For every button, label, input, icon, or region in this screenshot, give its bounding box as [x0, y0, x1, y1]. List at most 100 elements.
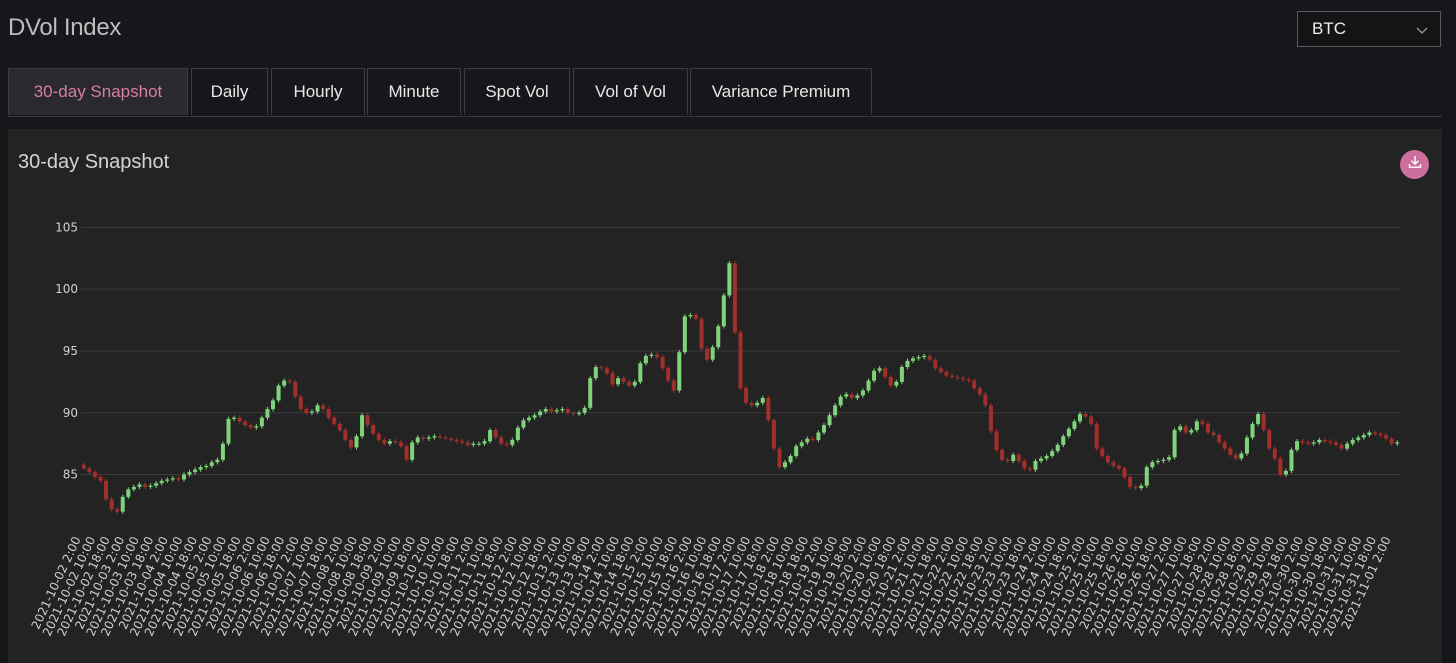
- candle[interactable]: [109, 499, 114, 510]
- candle[interactable]: [810, 438, 815, 440]
- candle[interactable]: [821, 425, 826, 433]
- candle[interactable]: [1378, 433, 1383, 436]
- candle[interactable]: [437, 436, 442, 438]
- candle[interactable]: [521, 420, 526, 428]
- candle[interactable]: [1172, 430, 1177, 458]
- candle[interactable]: [693, 315, 698, 319]
- candle[interactable]: [248, 425, 253, 428]
- candle[interactable]: [92, 472, 97, 478]
- candle[interactable]: [354, 436, 359, 448]
- candle[interactable]: [1050, 451, 1055, 457]
- candle[interactable]: [148, 485, 153, 487]
- candle[interactable]: [393, 441, 398, 443]
- candle[interactable]: [1133, 486, 1138, 489]
- candle[interactable]: [816, 432, 821, 440]
- candle[interactable]: [1183, 426, 1188, 433]
- candle[interactable]: [849, 394, 854, 398]
- candle[interactable]: [515, 427, 520, 440]
- candle[interactable]: [543, 409, 548, 412]
- candle[interactable]: [527, 417, 532, 421]
- candle[interactable]: [1261, 413, 1266, 431]
- candle[interactable]: [1011, 454, 1016, 461]
- candle[interactable]: [927, 355, 932, 360]
- candle[interactable]: [905, 360, 910, 368]
- candle[interactable]: [365, 415, 370, 426]
- candle[interactable]: [332, 417, 337, 424]
- candle[interactable]: [1150, 462, 1155, 468]
- candle[interactable]: [983, 394, 988, 406]
- candle[interactable]: [1339, 444, 1344, 449]
- candle[interactable]: [226, 418, 231, 444]
- candle[interactable]: [348, 439, 353, 448]
- candle[interactable]: [1267, 430, 1272, 449]
- candle[interactable]: [1372, 432, 1377, 434]
- candle[interactable]: [220, 443, 225, 460]
- candle[interactable]: [827, 415, 832, 426]
- candle[interactable]: [1089, 416, 1094, 424]
- candle[interactable]: [287, 380, 292, 382]
- candle[interactable]: [883, 368, 888, 377]
- candle[interactable]: [705, 348, 710, 360]
- candle[interactable]: [866, 380, 871, 391]
- candle[interactable]: [449, 438, 454, 440]
- candle[interactable]: [304, 409, 309, 413]
- candle[interactable]: [977, 388, 982, 395]
- candle[interactable]: [87, 468, 92, 473]
- candle[interactable]: [582, 407, 587, 413]
- candle[interactable]: [755, 402, 760, 406]
- candle[interactable]: [1111, 462, 1116, 466]
- candle[interactable]: [727, 263, 732, 296]
- candle[interactable]: [616, 378, 621, 385]
- candle[interactable]: [1033, 460, 1038, 470]
- candle[interactable]: [309, 411, 314, 413]
- candle[interactable]: [1200, 421, 1205, 424]
- candle[interactable]: [799, 442, 804, 447]
- candle[interactable]: [844, 394, 849, 397]
- candle[interactable]: [1306, 442, 1311, 444]
- candle[interactable]: [988, 405, 993, 432]
- candle[interactable]: [159, 480, 164, 484]
- candle[interactable]: [510, 439, 515, 445]
- candle[interactable]: [1350, 439, 1355, 444]
- candle[interactable]: [104, 480, 109, 500]
- candle[interactable]: [265, 409, 270, 418]
- candle[interactable]: [766, 397, 771, 421]
- candle[interactable]: [387, 441, 392, 444]
- candle[interactable]: [1167, 457, 1172, 460]
- candle[interactable]: [888, 376, 893, 386]
- candle[interactable]: [454, 439, 459, 442]
- candle[interactable]: [1066, 428, 1071, 437]
- candle[interactable]: [1289, 449, 1294, 471]
- candle[interactable]: [237, 417, 242, 422]
- candle[interactable]: [1211, 432, 1216, 436]
- candle[interactable]: [610, 373, 615, 385]
- candle[interactable]: [1317, 439, 1322, 443]
- candle[interactable]: [1105, 456, 1110, 463]
- candle[interactable]: [1116, 465, 1121, 469]
- candle[interactable]: [671, 380, 676, 391]
- candle[interactable]: [1300, 441, 1305, 443]
- candle[interactable]: [98, 477, 103, 481]
- tab-vol-of-vol[interactable]: Vol of Vol: [573, 68, 688, 115]
- candle[interactable]: [493, 430, 498, 438]
- candle[interactable]: [1256, 413, 1261, 424]
- candle[interactable]: [688, 315, 693, 317]
- candle[interactable]: [410, 442, 415, 460]
- tab-30-day-snapshot[interactable]: 30-day Snapshot: [8, 68, 188, 115]
- candle[interactable]: [1278, 458, 1283, 475]
- candle[interactable]: [944, 371, 949, 376]
- candle[interactable]: [899, 367, 904, 382]
- candle[interactable]: [293, 381, 298, 397]
- candle[interactable]: [181, 474, 186, 480]
- candle[interactable]: [1100, 448, 1105, 457]
- candle[interactable]: [282, 380, 287, 386]
- candle[interactable]: [838, 396, 843, 406]
- candle[interactable]: [1022, 460, 1027, 469]
- candle[interactable]: [571, 412, 576, 414]
- candle[interactable]: [894, 381, 899, 386]
- candle[interactable]: [872, 370, 877, 381]
- candle[interactable]: [721, 295, 726, 327]
- candle[interactable]: [1122, 468, 1127, 478]
- candle[interactable]: [916, 357, 921, 359]
